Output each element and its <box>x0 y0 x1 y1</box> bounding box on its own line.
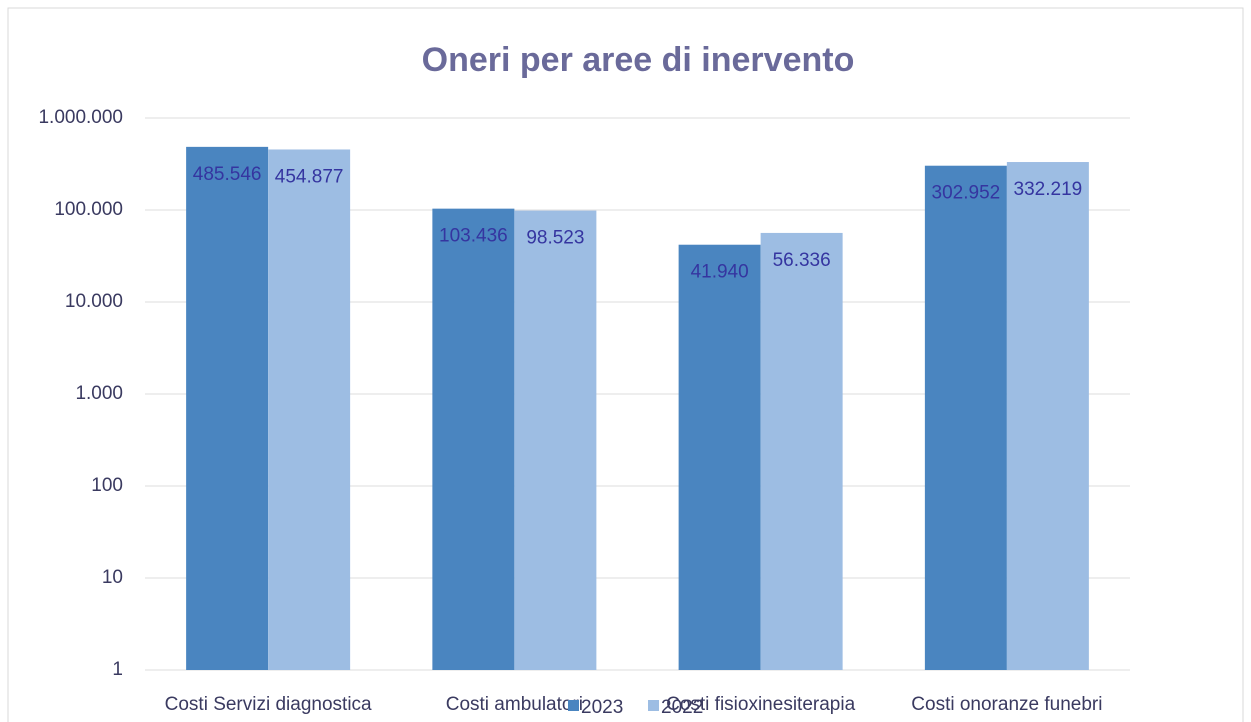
data-label: 485.546 <box>193 164 262 185</box>
bar <box>432 208 515 670</box>
y-tick-label: 100 <box>91 475 123 496</box>
x-tick-label: Costi ambulatori <box>446 694 583 715</box>
y-tick-label: 10 <box>102 567 123 588</box>
x-tick-label: Costi Servizi diagnostica <box>165 694 372 715</box>
data-label: 41.940 <box>691 262 749 283</box>
bar <box>924 165 1007 670</box>
data-label: 103.436 <box>439 226 508 247</box>
y-tick-label: 1.000.000 <box>38 107 123 128</box>
y-tick-label: 100.000 <box>54 199 123 220</box>
data-label: 56.336 <box>773 250 831 271</box>
bar <box>268 149 351 670</box>
data-label: 332.219 <box>1014 179 1083 200</box>
legend-label: 2022 <box>661 697 703 718</box>
legend-swatch <box>648 700 659 711</box>
bar <box>186 146 269 670</box>
y-tick-label: 1 <box>112 659 123 680</box>
data-label: 454.877 <box>275 166 344 187</box>
legend-label: 2023 <box>581 697 623 718</box>
bar <box>678 244 761 670</box>
data-label: 302.952 <box>932 183 1001 204</box>
bar <box>760 232 843 671</box>
bar <box>1006 162 1089 671</box>
y-tick-label: 1.000 <box>75 383 123 404</box>
bar <box>514 210 597 670</box>
y-tick-label: 10.000 <box>65 291 123 312</box>
legend-swatch <box>568 700 579 711</box>
x-tick-label: Costi onoranze funebri <box>911 694 1102 715</box>
x-tick-label: Costi fisioxinesiterapia <box>666 694 855 715</box>
data-label: 98.523 <box>526 228 584 249</box>
chart-title: Oneri per aree di inervento <box>422 41 855 79</box>
